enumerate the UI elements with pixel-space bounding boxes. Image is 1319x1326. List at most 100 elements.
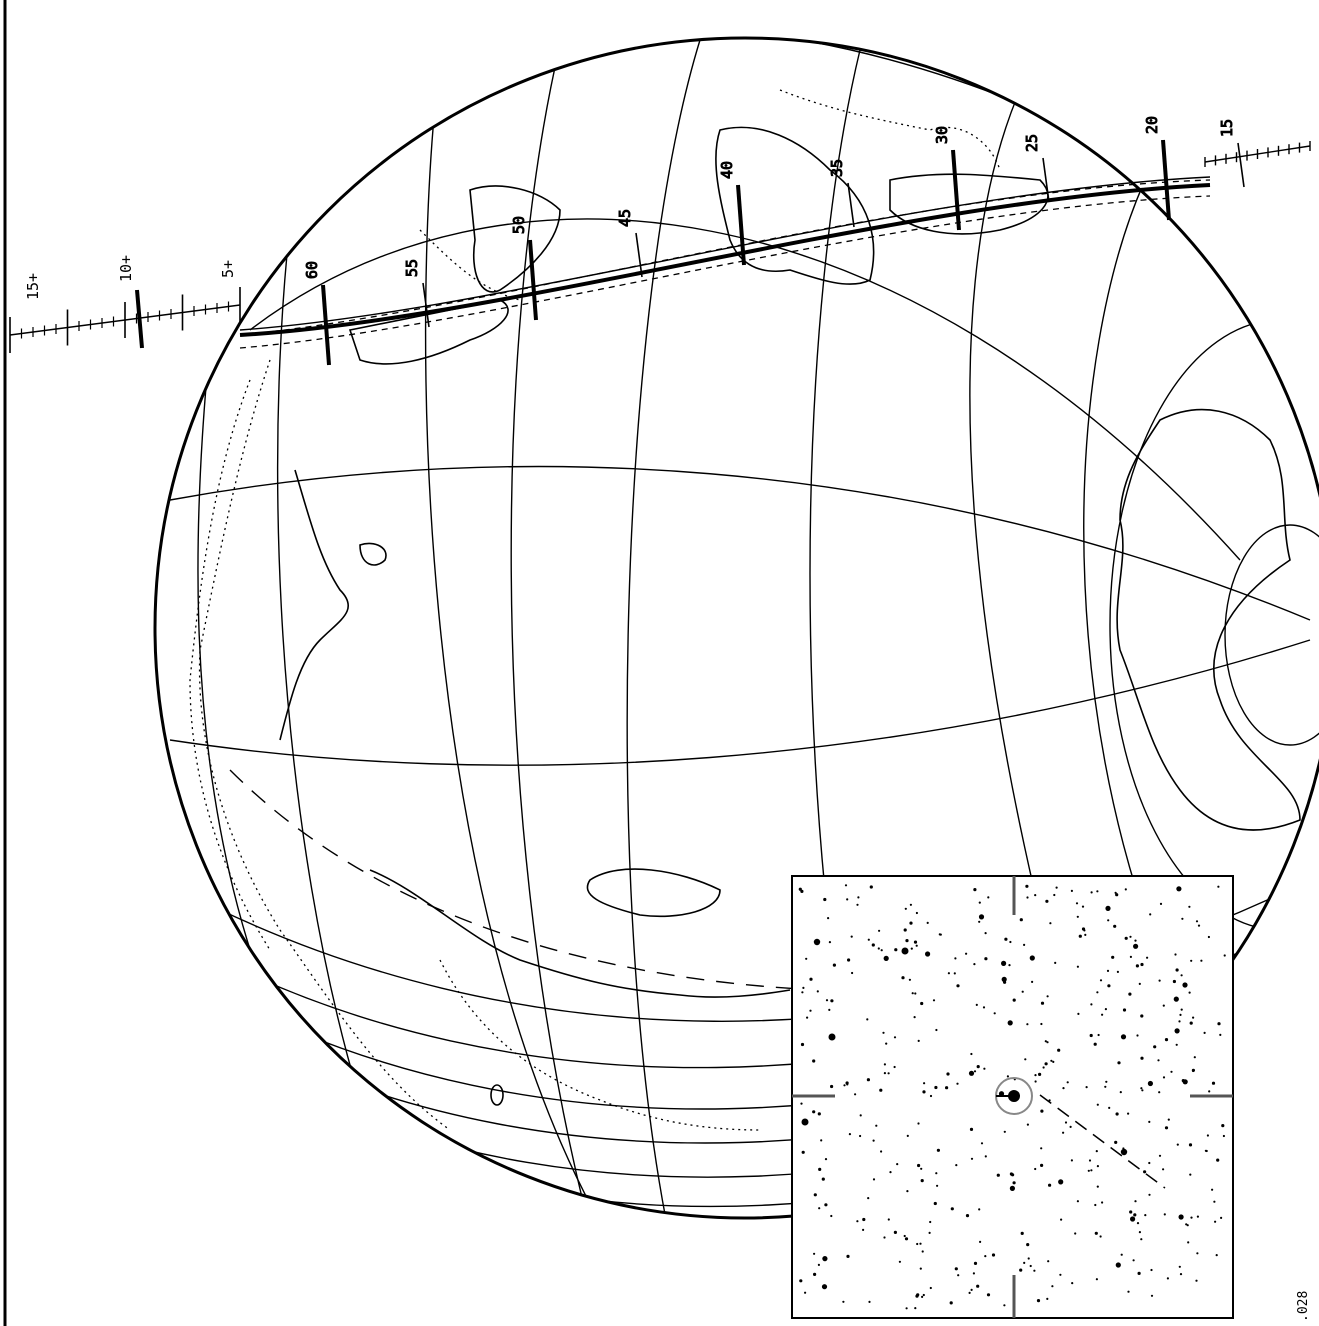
star [984,1155,987,1158]
star [1117,1061,1121,1065]
star [1178,1214,1184,1220]
time-tick [1237,142,1245,188]
star [1042,1066,1045,1069]
star [812,1059,816,1063]
star [818,1207,821,1210]
star [965,1214,970,1218]
star [954,1267,958,1271]
star [973,963,976,966]
star [1054,961,1057,965]
star [1087,1169,1090,1172]
star [869,885,873,889]
star [1025,884,1029,888]
star [801,991,804,994]
star [1188,905,1191,908]
star [898,1260,902,1263]
star [945,1086,949,1090]
star [953,972,956,975]
star [929,1094,933,1098]
star [1181,1079,1185,1083]
star [982,1006,986,1009]
star [1004,937,1008,941]
star [1187,1241,1190,1244]
star [1162,1004,1165,1007]
star [1058,1179,1064,1185]
star [1007,1020,1013,1026]
star [1093,1042,1097,1046]
border-line [198,359,451,1131]
star [920,1179,924,1183]
star [875,1124,878,1127]
star [1081,927,1086,931]
star [984,1255,987,1258]
star [976,1065,980,1069]
star [906,1190,909,1193]
star [871,943,875,947]
star [968,1070,975,1076]
star [813,1252,816,1255]
star [957,1274,960,1277]
star [987,896,990,899]
star [1137,1271,1141,1275]
star [813,1272,817,1276]
star [1099,979,1103,982]
star [1124,888,1127,891]
star [1045,899,1049,903]
star [894,948,898,952]
border-line [189,379,271,951]
star [813,1193,817,1197]
bright-star [828,1033,836,1041]
star [915,911,919,915]
star [1186,1224,1189,1227]
star [991,1253,996,1257]
star [1104,1008,1107,1011]
star [970,1052,973,1056]
star [1026,1023,1029,1026]
star [824,1158,828,1161]
border-line [439,959,761,1131]
coastline [279,469,349,741]
star [1105,1080,1108,1083]
star [1046,1297,1049,1300]
star [1190,959,1193,962]
star [1158,979,1161,982]
star [1207,935,1210,939]
star [1012,998,1016,1002]
star [965,952,968,955]
star [1140,1014,1144,1018]
star [949,1301,953,1305]
star [929,1286,932,1290]
star [909,903,913,906]
star [893,1230,898,1234]
star [1053,893,1056,897]
coastline [348,299,509,365]
star [880,1150,883,1153]
star [1127,1290,1130,1293]
star [887,1072,890,1075]
star [1135,964,1139,968]
meridian-line [626,39,701,1218]
coastline [359,542,387,566]
star [862,1228,865,1231]
star [1106,969,1110,973]
time-tick-label: 45 [616,209,634,227]
star [1213,1200,1216,1203]
star [821,1284,828,1290]
star [806,1016,809,1019]
star [972,1272,976,1275]
star [1101,1013,1104,1016]
sigma-limit [229,769,821,991]
latitude-band [249,218,1241,561]
star [1129,955,1132,959]
star [954,957,957,960]
star [1070,889,1073,893]
star [1036,1299,1041,1303]
star [1066,1081,1069,1084]
star [1162,1076,1166,1079]
star [1096,991,1099,994]
coastline [469,185,561,293]
star [1176,1143,1179,1146]
star [1130,1216,1136,1222]
star [932,999,936,1002]
bright-star [1120,1148,1128,1156]
